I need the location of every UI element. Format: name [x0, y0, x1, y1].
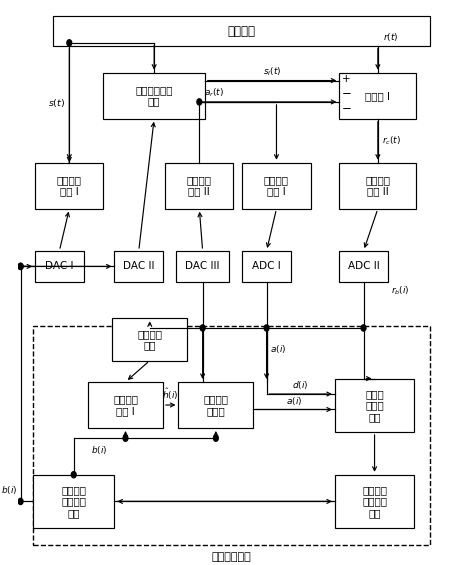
Text: −: −: [342, 87, 352, 100]
FancyBboxPatch shape: [165, 163, 234, 208]
FancyBboxPatch shape: [339, 163, 416, 208]
Circle shape: [200, 325, 205, 331]
FancyBboxPatch shape: [35, 251, 84, 282]
Text: 射频干扰重建
单元: 射频干扰重建 单元: [135, 85, 173, 107]
Text: DAC III: DAC III: [185, 262, 220, 271]
FancyBboxPatch shape: [242, 163, 311, 208]
Circle shape: [197, 99, 202, 105]
FancyBboxPatch shape: [35, 163, 103, 208]
Text: $a(i)$: $a(i)$: [286, 395, 302, 407]
FancyBboxPatch shape: [53, 16, 430, 46]
Text: 加法器 I: 加法器 I: [365, 91, 390, 101]
Text: $d(i)$: $d(i)$: [292, 379, 309, 391]
FancyBboxPatch shape: [176, 251, 229, 282]
Text: 射频接收
通道 I: 射频接收 通道 I: [264, 175, 289, 197]
Text: 基带信号处理: 基带信号处理: [212, 552, 251, 562]
Text: 调整算法
模块: 调整算法 模块: [137, 329, 162, 350]
Text: $\hat{h}(i)$: $\hat{h}(i)$: [162, 386, 179, 402]
Circle shape: [18, 498, 23, 505]
Text: 信号预校
正模块: 信号预校 正模块: [203, 394, 229, 416]
Text: 天线单元: 天线单元: [227, 24, 255, 37]
Text: $s(t)$: $s(t)$: [48, 97, 65, 108]
Text: $r(t)$: $r(t)$: [383, 32, 398, 44]
FancyBboxPatch shape: [335, 475, 414, 528]
FancyBboxPatch shape: [339, 73, 416, 119]
Text: +: +: [342, 75, 351, 84]
Text: 数字干
扰抵消
模块: 数字干 扰抵消 模块: [365, 389, 384, 422]
Text: 射频接收
通道 II: 射频接收 通道 II: [365, 175, 390, 197]
Text: ADC II: ADC II: [347, 262, 380, 271]
Circle shape: [18, 263, 23, 270]
FancyBboxPatch shape: [179, 382, 253, 428]
Text: $a(i)$: $a(i)$: [270, 344, 286, 355]
Text: 信道估计
模块 I: 信道估计 模块 I: [113, 394, 138, 416]
Circle shape: [67, 40, 72, 46]
FancyBboxPatch shape: [88, 382, 163, 428]
Text: $r_c(t)$: $r_c(t)$: [382, 134, 402, 147]
Circle shape: [18, 263, 23, 270]
Text: 射频发射
通道 I: 射频发射 通道 I: [57, 175, 82, 197]
Text: $s_I(t)$: $s_I(t)$: [263, 65, 281, 78]
Circle shape: [264, 325, 269, 331]
Circle shape: [361, 325, 366, 331]
FancyBboxPatch shape: [112, 319, 187, 360]
Text: DAC I: DAC I: [45, 262, 73, 271]
FancyBboxPatch shape: [242, 251, 291, 282]
Text: ADC I: ADC I: [252, 262, 281, 271]
Text: 基带发射
信号处理
单元: 基带发射 信号处理 单元: [61, 485, 86, 518]
FancyBboxPatch shape: [103, 73, 205, 119]
Text: 射频发射
通道 II: 射频发射 通道 II: [187, 175, 212, 197]
FancyBboxPatch shape: [114, 251, 163, 282]
Circle shape: [213, 435, 218, 441]
Text: DAC II: DAC II: [123, 262, 155, 271]
Text: $a_r(t)$: $a_r(t)$: [204, 86, 224, 98]
Text: $r_b(i)$: $r_b(i)$: [392, 285, 410, 297]
Text: $b(i)$: $b(i)$: [0, 484, 17, 496]
FancyBboxPatch shape: [339, 251, 388, 282]
Text: −: −: [342, 102, 352, 115]
Circle shape: [123, 435, 128, 441]
Text: $b(i)$: $b(i)$: [91, 444, 108, 456]
FancyBboxPatch shape: [33, 475, 114, 528]
Text: 基带接收
信号处理
单元: 基带接收 信号处理 单元: [362, 485, 387, 518]
FancyBboxPatch shape: [335, 379, 414, 432]
Circle shape: [71, 472, 76, 478]
